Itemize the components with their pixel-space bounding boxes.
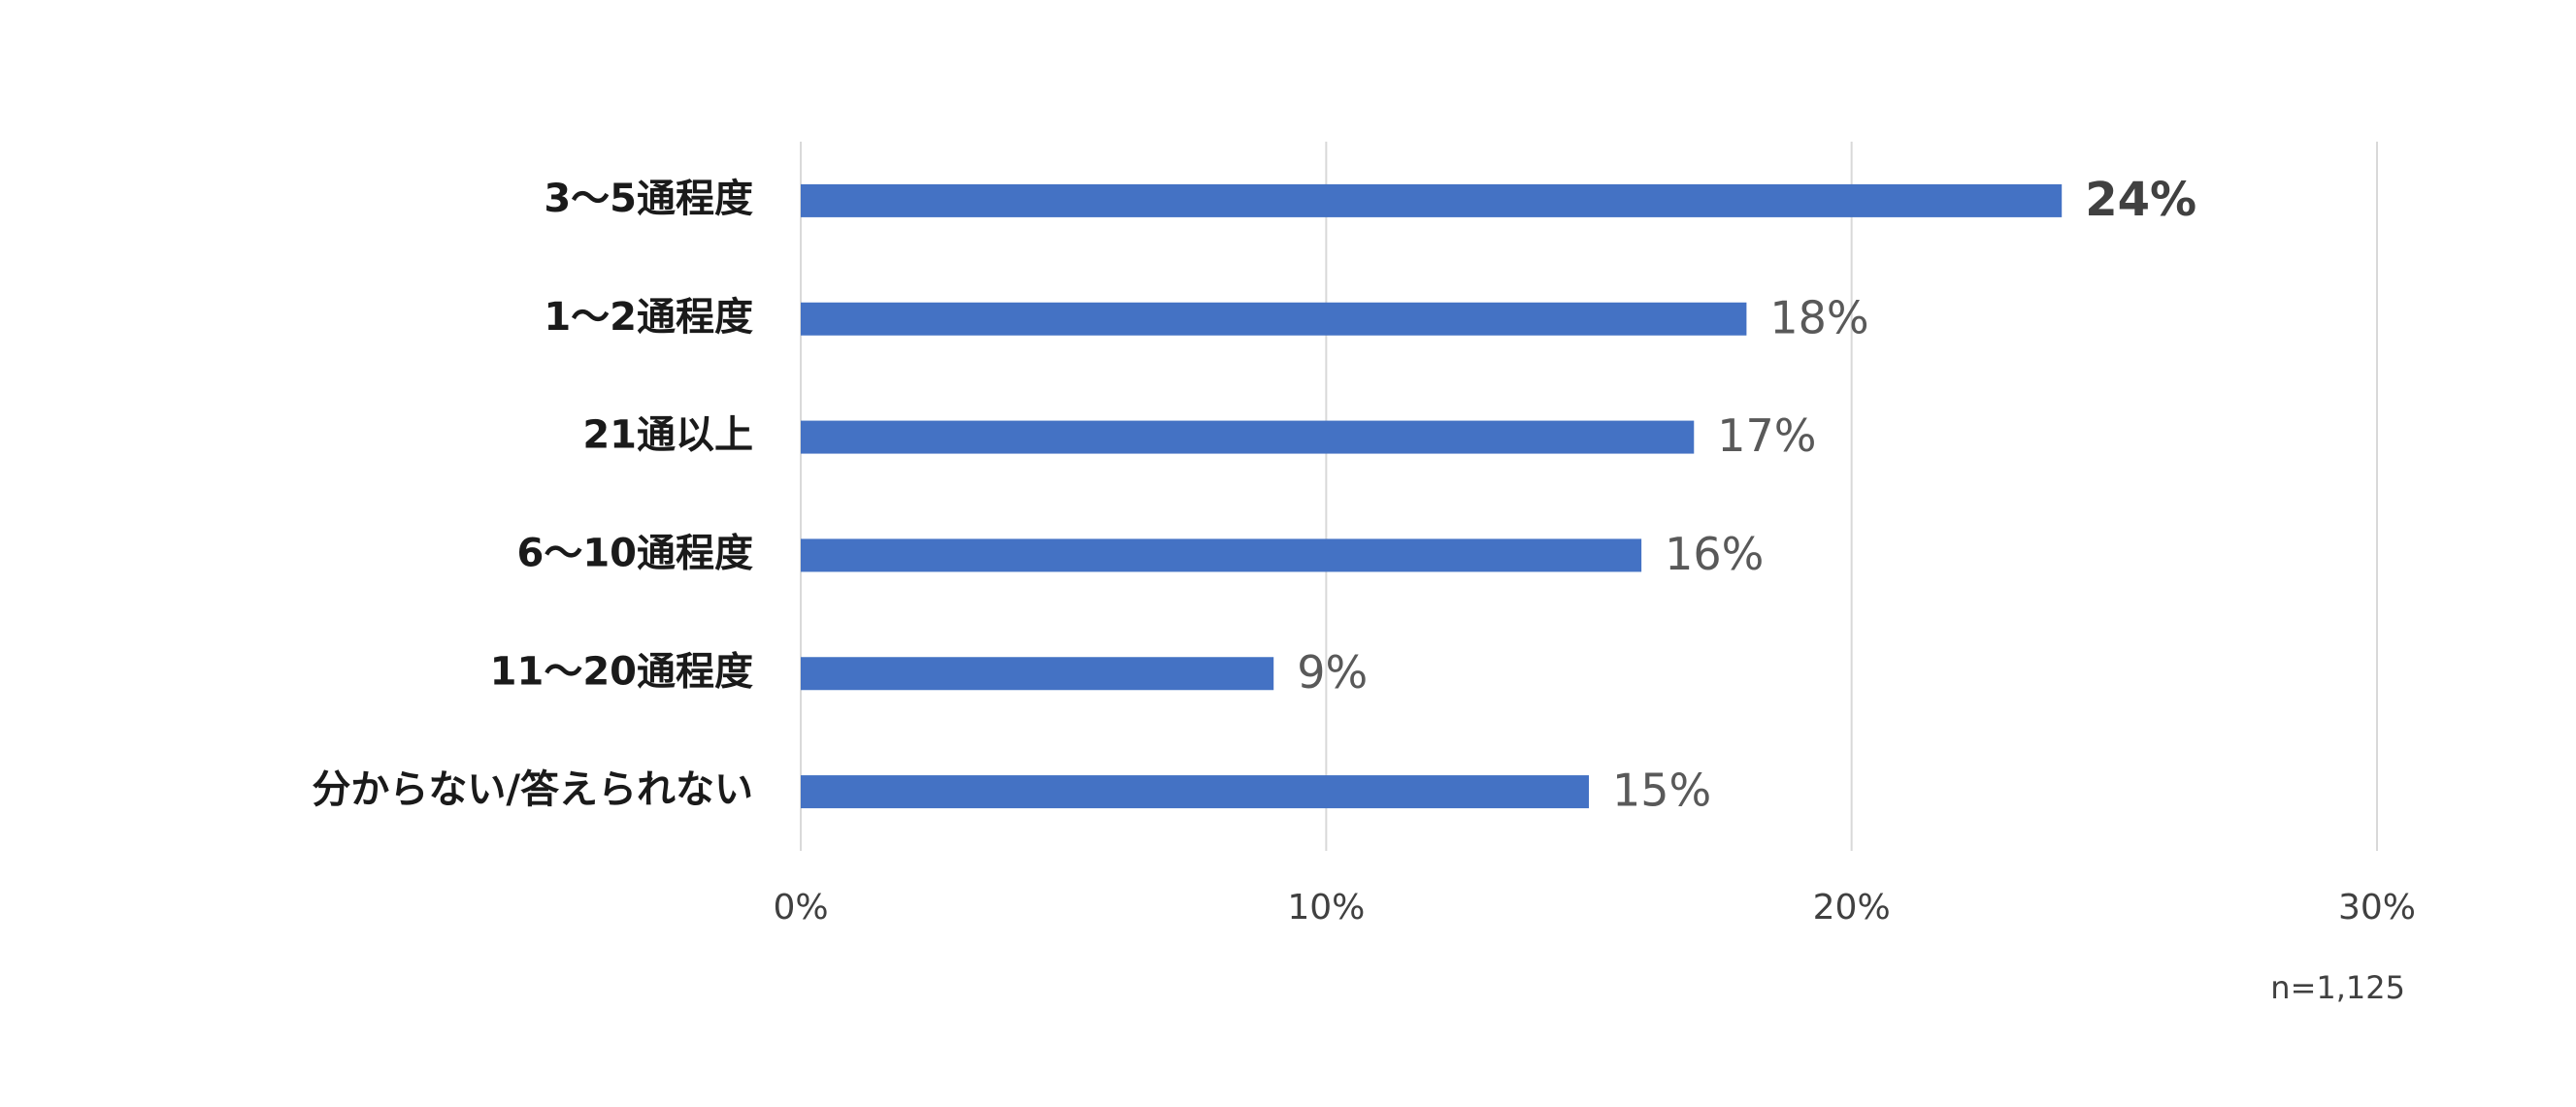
y-tick-label: 11〜20通程度 (490, 649, 753, 694)
y-tick-label: 6〜10通程度 (517, 531, 754, 575)
bar (801, 183, 2063, 217)
data-label: 17% (1717, 409, 1816, 462)
x-tick-label: 0% (773, 888, 828, 928)
x-tick-label: 10% (1287, 888, 1365, 928)
data-label: 16% (1665, 528, 1764, 580)
x-tick-label: 20% (1813, 888, 1891, 928)
bar (801, 302, 1747, 336)
y-tick-label: 21通以上 (582, 413, 753, 458)
y-tick-label: 分からない/答えられない (312, 767, 753, 812)
data-label: 18% (1769, 291, 1868, 343)
data-label: 15% (1612, 765, 1711, 817)
x-tick-label: 30% (2338, 888, 2416, 928)
y-tick-label: 3〜5通程度 (544, 177, 753, 221)
bar (801, 657, 1274, 691)
bar (801, 538, 1642, 572)
y-tick-label: 1〜2通程度 (544, 295, 753, 340)
bar (801, 420, 1695, 454)
data-label: 9% (1297, 646, 1368, 699)
bar (801, 775, 1589, 809)
data-label: 24% (2085, 173, 2196, 227)
sample-size-note: n=1,125 (2270, 969, 2405, 1006)
